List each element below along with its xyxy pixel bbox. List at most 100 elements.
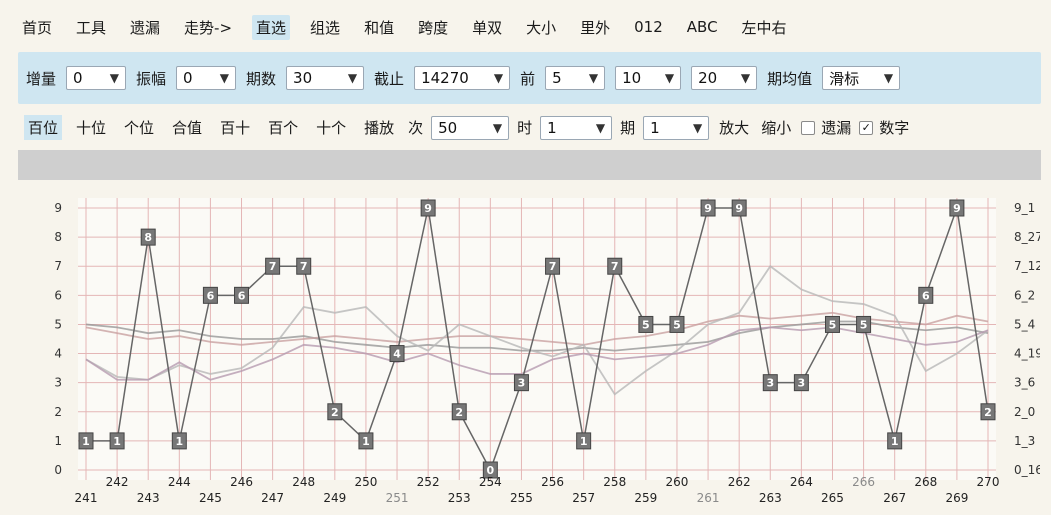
filters-row: 增量 0 ▼ 振幅 0 ▼ 期数 30 ▼ 截止 14270 ▼ 前 5 xyxy=(18,52,1041,104)
data-point[interactable]: 2 xyxy=(980,403,996,421)
tab-12[interactable]: ABC xyxy=(686,18,718,36)
digit-mode-3[interactable]: 合值 xyxy=(172,119,203,137)
data-point-box xyxy=(762,374,778,392)
prev-select-2[interactable]: 10 ▼ xyxy=(615,66,682,90)
slider-select[interactable]: 滑标 ▼ xyxy=(822,66,901,90)
increment-select[interactable]: 0 ▼ xyxy=(66,66,127,90)
tab-5[interactable]: 组选 xyxy=(310,18,341,37)
prev-select-1[interactable]: 5 ▼ xyxy=(545,66,606,90)
tab-2[interactable]: 遗漏 xyxy=(130,18,161,37)
data-point-box xyxy=(980,403,996,421)
zoom-out-button[interactable]: 缩小 xyxy=(761,119,792,137)
zoom-in-button[interactable]: 放大 xyxy=(719,119,750,137)
tab-8[interactable]: 单双 xyxy=(472,18,503,37)
data-point[interactable]: 1 xyxy=(78,432,94,450)
digit-mode-6[interactable]: 十个 xyxy=(316,119,347,137)
x-tick-label: 270 xyxy=(977,475,1000,489)
number-checkbox[interactable]: ✓ 数字 xyxy=(859,117,909,138)
data-point[interactable]: 3 xyxy=(513,374,529,392)
cutoff-select[interactable]: 14270 ▼ xyxy=(414,66,511,90)
tab-6[interactable]: 和值 xyxy=(364,18,395,37)
data-point[interactable]: 3 xyxy=(793,374,809,392)
data-point[interactable]: 5 xyxy=(669,315,685,333)
tab-1[interactable]: 工具 xyxy=(76,18,107,37)
tab-3[interactable]: 走势-> xyxy=(184,18,233,37)
period-select[interactable]: 1 ▼ xyxy=(643,115,710,140)
data-point-box xyxy=(638,315,654,333)
data-point-box xyxy=(731,199,747,217)
data-point[interactable]: 8 xyxy=(140,228,156,246)
data-point[interactable]: 7 xyxy=(607,257,623,275)
data-point[interactable]: 9 xyxy=(700,199,716,217)
tab-13[interactable]: 左中右 xyxy=(741,18,787,37)
periods-select[interactable]: 30 ▼ xyxy=(286,66,365,90)
data-point[interactable]: 7 xyxy=(296,257,312,275)
increment-value: 0 xyxy=(73,69,83,87)
data-point-box xyxy=(327,403,343,421)
tab-11[interactable]: 012 xyxy=(634,18,663,36)
chart-header-bar xyxy=(18,150,1041,180)
y-tick-label: 3 xyxy=(54,376,62,390)
tab-9[interactable]: 大小 xyxy=(526,18,557,37)
data-point[interactable]: 7 xyxy=(265,257,281,275)
tab-0[interactable]: 首页 xyxy=(22,18,53,37)
right-label: 5_4 xyxy=(1014,317,1035,331)
digit-mode-0[interactable]: 百位 xyxy=(24,115,63,140)
data-point-box xyxy=(918,286,934,304)
x-tick-label: 261 xyxy=(697,491,720,505)
period-value: 1 xyxy=(650,118,660,137)
data-point[interactable]: 5 xyxy=(638,315,654,333)
digit-mode-1[interactable]: 十位 xyxy=(76,119,107,137)
data-point[interactable]: 7 xyxy=(545,257,561,275)
digit-mode-5[interactable]: 百个 xyxy=(268,119,299,137)
increment-label: 增量 xyxy=(26,69,57,88)
dropdown-arrow-icon: ▼ xyxy=(588,71,599,85)
dropdown-arrow-icon: ▼ xyxy=(595,120,606,135)
data-point-label: 3 xyxy=(518,377,526,390)
cutoff-value: 14270 xyxy=(421,69,469,87)
data-point[interactable]: 2 xyxy=(451,403,467,421)
missing-checkbox-box xyxy=(801,120,816,135)
data-point[interactable]: 5 xyxy=(856,315,872,333)
data-point-label: 9 xyxy=(424,202,432,215)
data-point[interactable]: 1 xyxy=(171,432,187,450)
tab-4[interactable]: 直选 xyxy=(252,14,291,40)
right-label: 7_12 xyxy=(1014,259,1040,273)
x-tick-label: 243 xyxy=(137,491,160,505)
amplitude-value: 0 xyxy=(183,69,193,87)
data-point[interactable]: 5 xyxy=(824,315,840,333)
digit-mode-7[interactable]: 播放 xyxy=(364,119,395,137)
data-point-box xyxy=(296,257,312,275)
missing-checkbox[interactable]: 遗漏 xyxy=(801,117,851,138)
hour-select[interactable]: 1 ▼ xyxy=(540,115,613,140)
data-point[interactable]: 1 xyxy=(887,432,903,450)
data-point[interactable]: 1 xyxy=(358,432,374,450)
data-point-box xyxy=(576,432,592,450)
data-point-box xyxy=(793,374,809,392)
times-select[interactable]: 50 ▼ xyxy=(431,115,510,140)
tab-7[interactable]: 跨度 xyxy=(418,18,449,37)
data-point[interactable]: 9 xyxy=(420,199,436,217)
data-point[interactable]: 6 xyxy=(918,286,934,304)
data-point[interactable]: 1 xyxy=(576,432,592,450)
data-point[interactable]: 6 xyxy=(202,286,218,304)
x-tick-label: 246 xyxy=(230,475,253,489)
data-point[interactable]: 0 xyxy=(482,461,498,479)
y-tick-label: 8 xyxy=(54,230,62,244)
digit-mode-2[interactable]: 个位 xyxy=(124,119,155,137)
x-tick-label: 244 xyxy=(168,475,191,489)
data-point[interactable]: 4 xyxy=(389,345,405,363)
digit-mode-4[interactable]: 百十 xyxy=(220,119,251,137)
data-point[interactable]: 2 xyxy=(327,403,343,421)
data-point-box xyxy=(669,315,685,333)
data-point[interactable]: 6 xyxy=(234,286,250,304)
data-point[interactable]: 1 xyxy=(109,432,125,450)
tab-10[interactable]: 里外 xyxy=(580,18,611,37)
data-point[interactable]: 9 xyxy=(949,199,965,217)
data-point[interactable]: 3 xyxy=(762,374,778,392)
amplitude-select[interactable]: 0 ▼ xyxy=(176,66,237,90)
data-point[interactable]: 9 xyxy=(731,199,747,217)
amplitude-label: 振幅 xyxy=(136,69,167,88)
x-tick-label: 255 xyxy=(510,491,533,505)
prev-select-3[interactable]: 20 ▼ xyxy=(691,66,758,90)
